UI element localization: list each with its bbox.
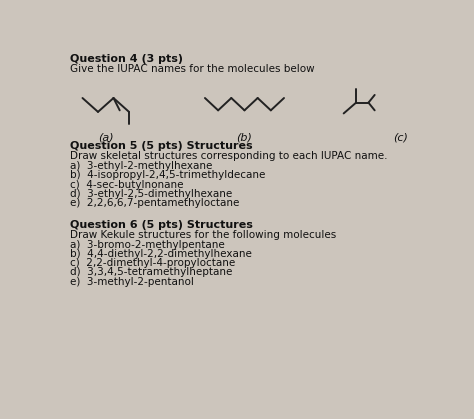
Text: a)  3-ethyl-2-methylhexane: a) 3-ethyl-2-methylhexane [70, 161, 212, 171]
Text: (a): (a) [98, 133, 114, 143]
Text: e)  3-methyl-2-pentanol: e) 3-methyl-2-pentanol [70, 277, 194, 287]
Text: Question 5 (5 pts) Structures: Question 5 (5 pts) Structures [70, 141, 253, 151]
Text: Give the IUPAC names for the molecules below: Give the IUPAC names for the molecules b… [70, 64, 315, 74]
Text: d)  3,3,4,5-tetramethylheptane: d) 3,3,4,5-tetramethylheptane [70, 267, 232, 277]
Text: Draw Kekule structures for the following molecules: Draw Kekule structures for the following… [70, 230, 337, 240]
Text: (c): (c) [393, 133, 408, 143]
Text: Question 4 (3 pts): Question 4 (3 pts) [70, 54, 183, 64]
Text: b)  4-isopropyl-2,4,5-trimethyldecane: b) 4-isopropyl-2,4,5-trimethyldecane [70, 171, 265, 181]
Text: d)  3-ethyl-2,5-dimethylhexane: d) 3-ethyl-2,5-dimethylhexane [70, 189, 232, 199]
Text: a)  3-bromo-2-methylpentane: a) 3-bromo-2-methylpentane [70, 240, 225, 250]
Text: b)  4,4-diethyl-2,2-dimethylhexane: b) 4,4-diethyl-2,2-dimethylhexane [70, 249, 252, 259]
Text: Draw skeletal structures corresponding to each IUPAC name.: Draw skeletal structures corresponding t… [70, 151, 388, 161]
Text: e)  2,2,6,6,7-pentamethyloctane: e) 2,2,6,6,7-pentamethyloctane [70, 198, 239, 208]
Text: c)  4-sec-butylnonane: c) 4-sec-butylnonane [70, 180, 183, 190]
Text: Question 6 (5 pts) Structures: Question 6 (5 pts) Structures [70, 220, 253, 230]
Text: (b): (b) [237, 133, 253, 143]
Text: c)  2,2-dimethyl-4-propyloctane: c) 2,2-dimethyl-4-propyloctane [70, 258, 236, 268]
